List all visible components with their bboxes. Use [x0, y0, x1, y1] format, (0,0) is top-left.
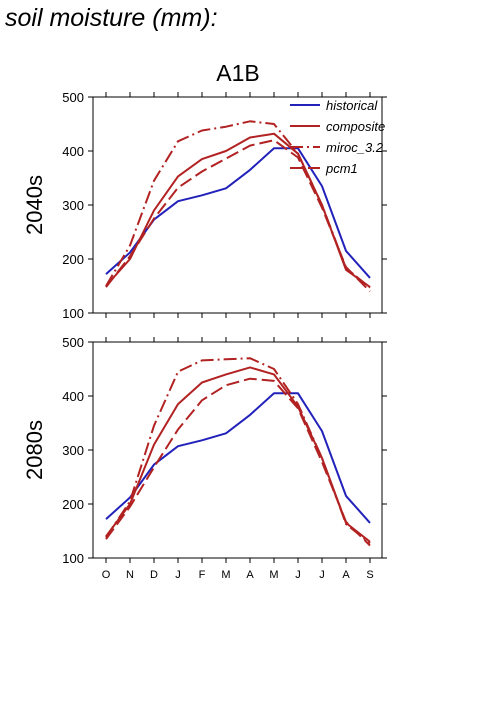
legend-label-historical: historical	[326, 98, 378, 113]
x-tick-label: D	[150, 569, 158, 581]
y-tick-label: 100	[62, 306, 84, 321]
legend-label-miroc_3.2: miroc_3.2	[326, 140, 384, 155]
series-line-miroc_3.2	[105, 120, 371, 289]
y-tick-label: 100	[62, 551, 84, 566]
legend: historical composite miroc_3.2 pcm1	[290, 98, 385, 176]
scenario-title: A1B	[216, 60, 259, 86]
legend-label-pcm1: pcm1	[325, 161, 358, 176]
y-tick-label: 400	[62, 389, 84, 404]
x-tick-label: N	[126, 569, 134, 581]
series-line-historical	[105, 392, 371, 524]
panels-group: 100 200 300 400 500 2040s historical composite m…	[22, 90, 387, 581]
series-line-pcm1	[105, 377, 371, 547]
x-tick-label: F	[199, 569, 206, 581]
panel-2080s: 100 200 300 400 500 O N D J F M A M J J A S 2080s	[22, 335, 387, 581]
y-tick-label: 500	[62, 90, 84, 105]
y-tick-label: 200	[62, 497, 84, 512]
y-tick-label: 200	[62, 252, 84, 267]
x-tick-label: J	[175, 569, 181, 581]
panel-label: 2040s	[22, 175, 47, 235]
legend-label-composite: composite	[326, 119, 385, 134]
x-tick-label: J	[319, 569, 325, 581]
y-tick-label: 400	[62, 144, 84, 159]
x-tick-label: A	[342, 569, 350, 581]
x-tick-label: J	[295, 569, 301, 581]
panel-label: 2080s	[22, 420, 47, 480]
page-title: soil moisture (mm):	[5, 4, 218, 32]
panel-2040s: 100 200 300 400 500 2040s historical composite m…	[22, 90, 387, 321]
x-tick-label: M	[269, 569, 278, 581]
series-line-pcm1	[105, 139, 371, 293]
x-tick-label: M	[221, 569, 230, 581]
x-tick-label: A	[246, 569, 254, 581]
series-line-miroc_3.2	[105, 357, 371, 545]
x-tick-label: S	[366, 569, 373, 581]
y-tick-label: 500	[62, 335, 84, 350]
x-tick-label: O	[102, 569, 111, 581]
y-tick-label: 300	[62, 198, 84, 213]
plot-frame	[92, 341, 383, 559]
y-tick-label: 300	[62, 443, 84, 458]
